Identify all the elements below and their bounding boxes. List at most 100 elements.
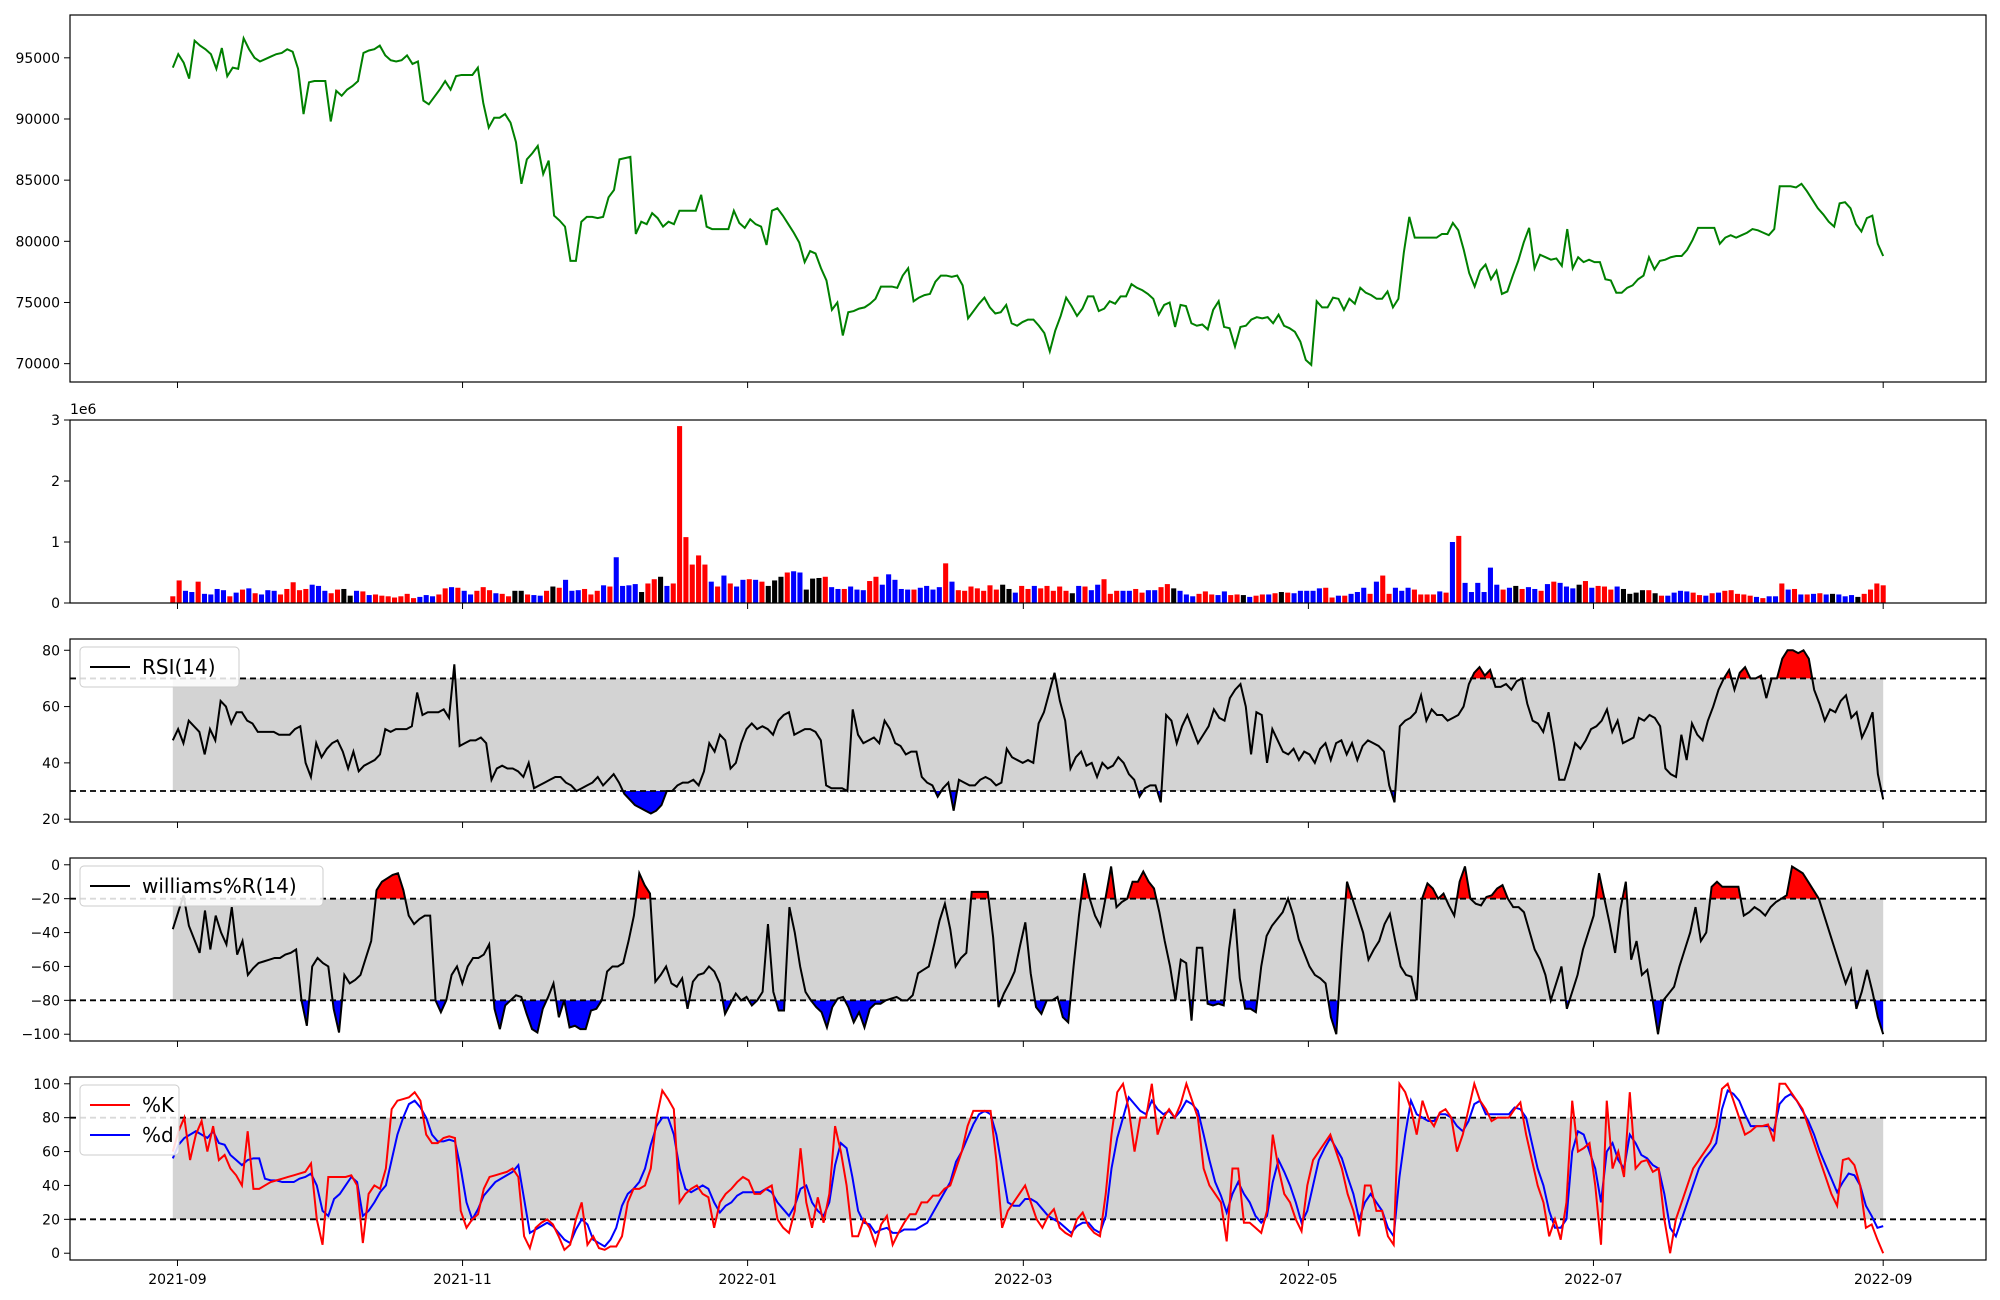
- volume-bar: [683, 537, 689, 603]
- volume-bar: [1703, 595, 1709, 603]
- volume-panel: 0 1 2 3 1e6: [51, 402, 1987, 612]
- volume-bar: [1247, 596, 1253, 603]
- volume-bar: [258, 594, 265, 603]
- y-tick-label: 0: [51, 858, 60, 874]
- volume-bar: [924, 585, 930, 603]
- volume-bar: [1342, 595, 1348, 603]
- volume-bar: [974, 588, 980, 603]
- volume-bar: [1164, 584, 1170, 603]
- volume-bar: [1658, 595, 1665, 603]
- volume-bar: [588, 594, 594, 603]
- volume-bar: [1779, 583, 1785, 603]
- volume-bar: [1462, 582, 1468, 603]
- volume-bar: [1646, 590, 1652, 603]
- plot-frame: [69, 14, 1987, 383]
- volume-bar: [1595, 585, 1601, 603]
- volume-bar: [537, 595, 543, 603]
- williams-oversold-fill: [522, 1000, 547, 1033]
- volume-bar: [810, 578, 816, 603]
- volume-bar: [829, 587, 835, 603]
- williams-overbought-fill: [1485, 885, 1508, 899]
- volume-bar: [1373, 581, 1379, 603]
- volume-bar: [753, 579, 759, 603]
- volume-bar: [1722, 590, 1728, 603]
- volume-bar: [1570, 588, 1576, 603]
- volume-bar: [1310, 590, 1316, 603]
- volume-bar: [715, 586, 721, 603]
- volume-bar: [1810, 593, 1817, 603]
- volume-bar: [1848, 595, 1855, 603]
- volume-bar: [1304, 590, 1310, 603]
- volume-bar: [734, 586, 740, 603]
- volume-bar: [410, 598, 417, 603]
- volume-bar: [949, 581, 955, 603]
- volume-bar: [1551, 581, 1557, 603]
- volume-bar: [1076, 585, 1082, 603]
- rsi-line: [171, 648, 1885, 815]
- volume-bar: [1291, 593, 1297, 603]
- volume-bar: [1842, 596, 1848, 603]
- volume-bar: [1171, 588, 1177, 603]
- volume-bar: [1652, 593, 1658, 603]
- volume-bar: [708, 581, 714, 603]
- williams-overbought-fill: [1127, 871, 1157, 899]
- volume-bar: [455, 587, 461, 603]
- volume-bar: [1209, 594, 1215, 603]
- y-tick-label: 90000: [15, 112, 60, 128]
- volume-bar: [1677, 590, 1684, 603]
- volume-bar: [1025, 588, 1031, 603]
- williams-overbought-fill: [1105, 866, 1116, 899]
- volume-bar: [1456, 535, 1462, 603]
- volume-bar: [1741, 594, 1747, 603]
- volume-bar: [1494, 584, 1500, 603]
- volume-bar: [518, 590, 524, 603]
- volume-bar: [1481, 592, 1487, 603]
- volume-bar: [322, 590, 328, 603]
- volume-bar: [1804, 594, 1810, 603]
- volume-bar: [1240, 595, 1246, 603]
- volume-bar: [1133, 588, 1139, 603]
- volume-bar: [1183, 594, 1189, 603]
- volume-bar: [778, 576, 784, 603]
- volume-bar: [1012, 592, 1018, 603]
- volume-bar: [797, 572, 803, 603]
- volume-bar: [791, 571, 797, 603]
- y-tick-label: −100: [22, 1027, 60, 1043]
- y-tick-label: 60: [42, 700, 60, 716]
- volume-bar: [1791, 588, 1798, 603]
- volume-bar: [727, 583, 733, 603]
- rsi-oversold-fill: [622, 791, 673, 814]
- volume-bar: [1215, 595, 1221, 603]
- y-tick-label: 60: [42, 1145, 60, 1161]
- volume-bar: [233, 592, 239, 603]
- y-tick-label: 80000: [15, 234, 60, 250]
- volume-bar: [201, 593, 208, 603]
- volume-bar: [1202, 591, 1208, 603]
- volume-bar: [898, 588, 904, 603]
- volume-bar: [1487, 567, 1493, 603]
- volume-bar: [1563, 586, 1569, 603]
- volume-bar: [328, 593, 334, 603]
- y-tick-label: 40: [42, 756, 60, 772]
- williams-oversold-fill: [1243, 1000, 1258, 1013]
- y-tick-label: −20: [30, 892, 60, 908]
- volume-bar: [265, 590, 271, 603]
- volume-bar: [1430, 594, 1436, 603]
- volume-bar: [620, 585, 626, 603]
- volume-bar: [372, 594, 379, 603]
- percent-k-line: [171, 1080, 1885, 1254]
- volume-bar: [626, 585, 632, 603]
- volume-bar: [987, 585, 993, 603]
- volume-bar: [911, 589, 917, 603]
- volume-bar: [176, 580, 182, 603]
- volume-bar: [1253, 595, 1259, 603]
- volume-bar: [1874, 583, 1880, 603]
- volume-bar: [296, 590, 303, 603]
- volume-bar: [1000, 584, 1006, 603]
- volume-bar: [841, 588, 847, 603]
- volume-bar: [1475, 582, 1481, 603]
- volume-bar: [347, 595, 353, 603]
- volume-bar: [246, 588, 252, 603]
- volume-bar: [835, 588, 841, 603]
